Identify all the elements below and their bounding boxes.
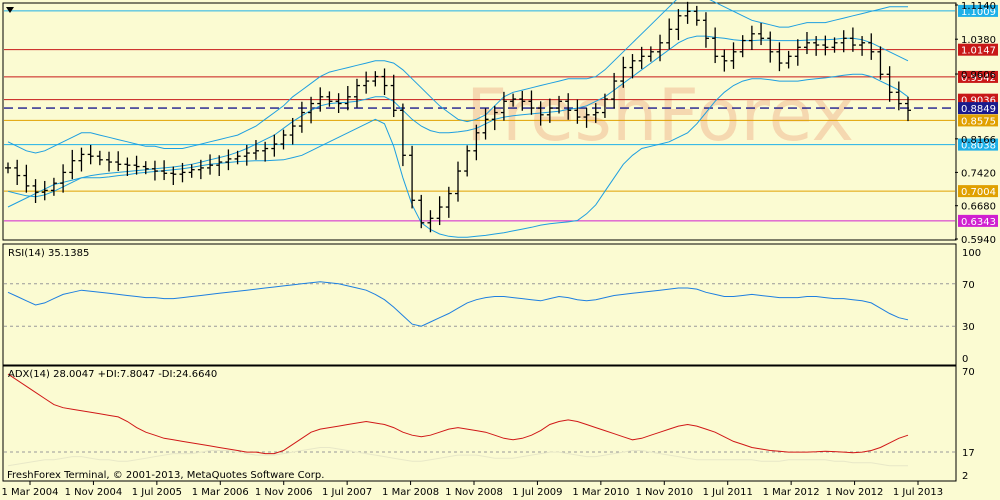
level-label-0: 1.1009 <box>961 7 996 18</box>
bollinger-bands <box>7 0 909 238</box>
time-tick-label-8: 1 Jul 2009 <box>512 487 562 498</box>
watermark-text: FreshForex <box>466 73 854 157</box>
adx-tick-label-1: 17 <box>962 448 975 459</box>
level-label-3: 0.9036 <box>961 96 996 107</box>
level-label-7: 0.7004 <box>961 187 996 198</box>
level-label-1: 1.0147 <box>961 46 996 57</box>
time-tick-label-14: 1 Jul 2013 <box>893 487 943 498</box>
level-label-box-4 <box>958 102 998 115</box>
price-axis-ticks: 1.1140 1.0380 0.9606 0.8166 0.7420 0.6680 0.59… <box>955 1 996 246</box>
price-tick-label-0: 1.1140 <box>961 1 996 12</box>
rsi-header: RSI(14) 35.1385 <box>8 248 89 259</box>
rsi-indicator: 100 70 30 0 <box>4 248 981 365</box>
adx-line <box>7 373 909 455</box>
time-tick-label-11: 1 Jul 2011 <box>703 487 753 498</box>
price-tick-label-6: 0.5940 <box>961 235 996 246</box>
level-label-box-0 <box>958 4 998 17</box>
level-label-5: 0.8575 <box>961 116 996 127</box>
rsi-tick-label-0: 100 <box>962 248 981 259</box>
level-label-box-8 <box>958 214 998 227</box>
time-axis: 1 Mar 2004 1 Nov 2004 1 Jul 2005 1 Mar 2006… <box>1 481 943 498</box>
ohlc-bars <box>5 1 911 233</box>
price-tick-label-4: 0.7420 <box>961 168 996 179</box>
time-tick-label-6: 1 Mar 2008 <box>382 487 439 498</box>
level-label-8: 0.6343 <box>961 217 996 228</box>
adx-indicator: 70 17 2 <box>4 367 975 482</box>
adx-header: ADX(14) 28.0047 +DI:7.8047 -DI:24.6640 <box>8 369 217 380</box>
level-label-box-6 <box>958 138 998 151</box>
time-tick-label-7: 1 Nov 2008 <box>445 487 503 498</box>
rsi-tick-label-1: 70 <box>962 280 975 291</box>
time-tick-label-4: 1 Nov 2006 <box>255 487 313 498</box>
level-label-box-5 <box>958 114 998 127</box>
price-tick-label-1: 1.0380 <box>961 35 996 46</box>
time-tick-label-0: 1 Mar 2004 <box>1 487 58 498</box>
level-label-box-1 <box>958 43 998 56</box>
time-tick-label-5: 1 Jul 2007 <box>322 487 372 498</box>
lower-band-line <box>7 73 909 238</box>
time-tick-label-2: 1 Jul 2005 <box>132 487 182 498</box>
time-tick-label-1: 1 Nov 2004 <box>65 487 123 498</box>
rsi-tick-label-2: 30 <box>962 322 975 333</box>
copyright-text: FreshForex Terminal, © 2001-2013, MetaQu… <box>7 470 324 481</box>
price-tick-label-3: 0.8166 <box>961 135 996 146</box>
price-tick-label-5: 0.6680 <box>961 202 996 213</box>
time-tick-label-3: 1 Mar 2006 <box>192 487 249 498</box>
level-label-4: 0.8849 <box>961 104 996 115</box>
price-level-lines <box>4 10 955 222</box>
upper-band-line <box>7 0 908 154</box>
price-panel-frame <box>2 2 957 241</box>
level-label-6: 0.8038 <box>961 141 996 152</box>
price-tick-label-2: 0.9606 <box>961 70 996 81</box>
time-tick-label-13: 1 Nov 2012 <box>826 487 884 498</box>
rsi-panel-frame <box>2 243 957 366</box>
adx-tick-label-2: 2 <box>962 471 968 482</box>
level-label-box-2 <box>958 70 998 83</box>
adx-di-line <box>7 447 908 467</box>
rsi-line <box>7 281 909 327</box>
adx-panel-frame <box>2 365 957 482</box>
time-tick-label-9: 1 Mar 2010 <box>572 487 629 498</box>
level-label-2: 0.9542 <box>961 73 996 84</box>
adx-tick-label-0: 70 <box>962 367 975 378</box>
time-tick-label-10: 1 Nov 2010 <box>635 487 693 498</box>
middle-band-line <box>7 35 909 198</box>
level-label-box-7 <box>958 185 998 198</box>
time-tick-label-12: 1 Mar 2012 <box>763 487 820 498</box>
chart-shift-marker-icon[interactable] <box>6 7 14 13</box>
rsi-tick-label-3: 0 <box>962 354 968 365</box>
